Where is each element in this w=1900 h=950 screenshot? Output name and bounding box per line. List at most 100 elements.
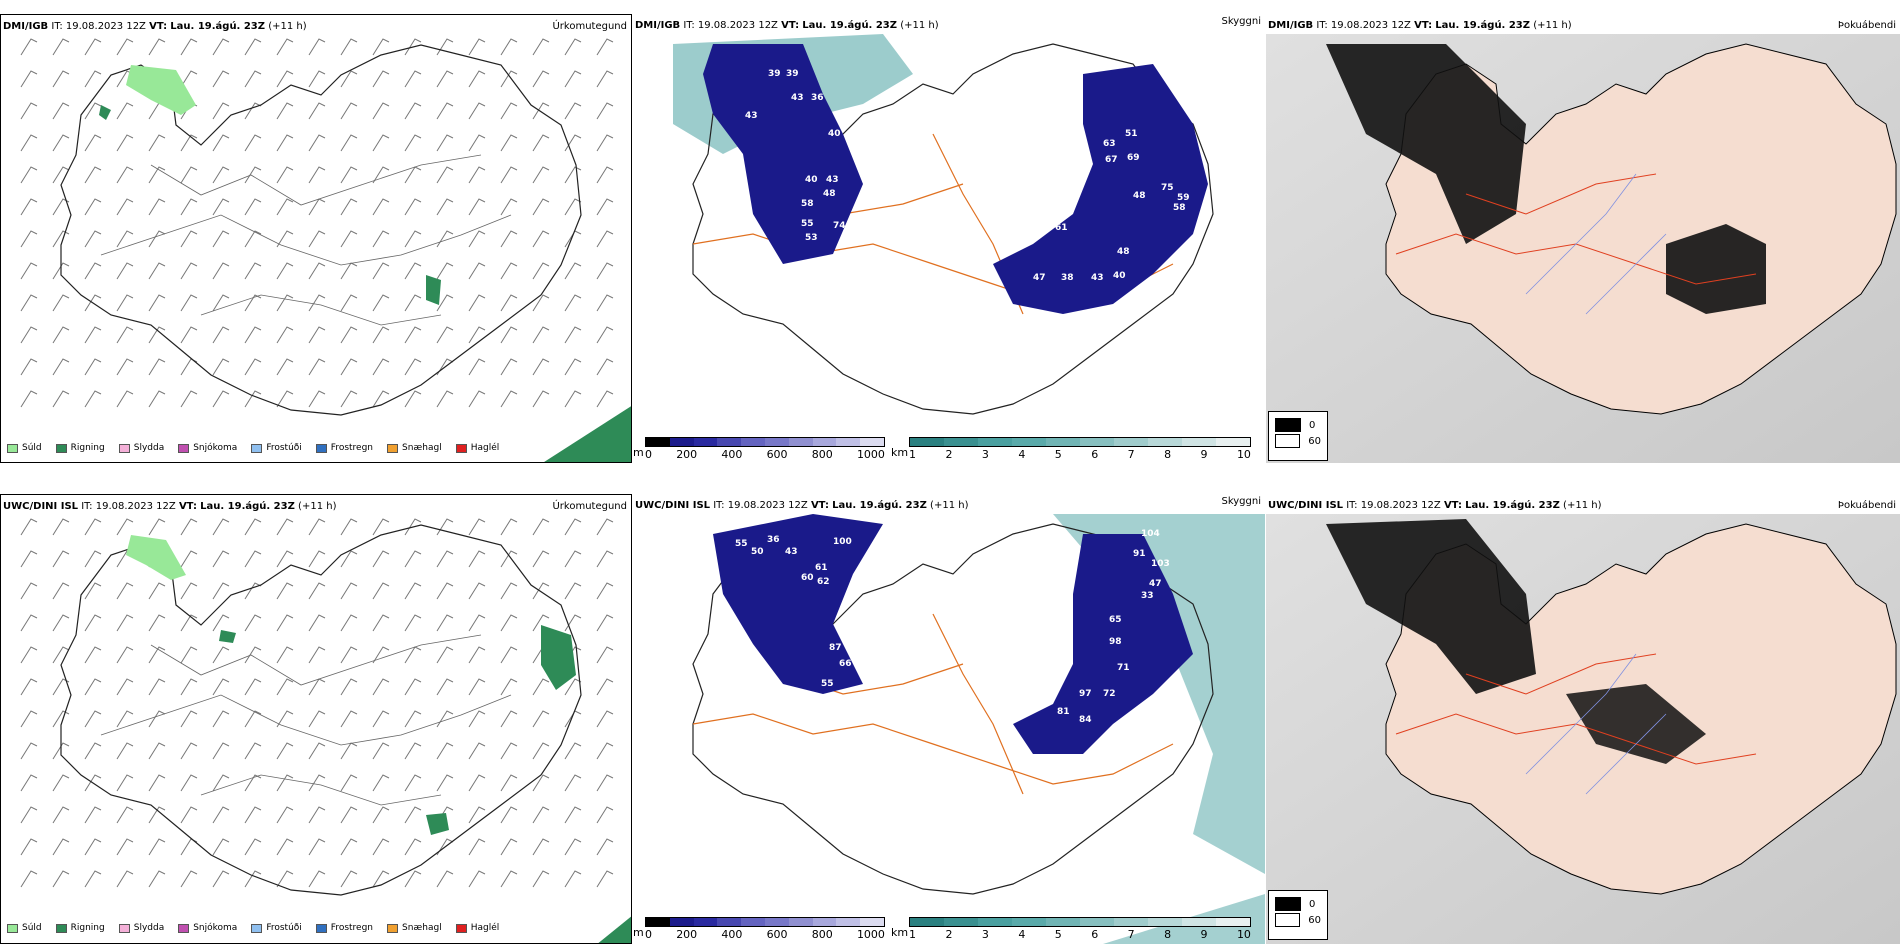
- wind-barb: [52, 870, 70, 888]
- wind-barb: [404, 390, 422, 408]
- fog-swatch: [1275, 418, 1301, 432]
- visibility-value-label: 67: [1105, 155, 1118, 165]
- wind-barb: [148, 390, 166, 408]
- wind-barb: [436, 262, 454, 280]
- visibility-value-label: 98: [1109, 637, 1122, 647]
- wind-barb: [180, 614, 198, 632]
- vt-value: Lau. 19.ágú. 23Z: [832, 500, 927, 511]
- wind-barb: [532, 230, 550, 248]
- wind-barb: [404, 198, 422, 216]
- wind-barb: [308, 166, 326, 184]
- wind-barb: [180, 198, 198, 216]
- wind-barb: [340, 166, 358, 184]
- legend-item-1: Rigning: [55, 923, 105, 933]
- wind-barb: [436, 678, 454, 696]
- wind-barb: [148, 38, 166, 56]
- wind-barb: [244, 326, 262, 344]
- colorbar-cell: [944, 438, 978, 446]
- wind-barb: [340, 358, 358, 376]
- visibility-value-label: 61: [1055, 223, 1068, 233]
- wind-barb: [500, 710, 518, 728]
- lead-time: (+11 h): [930, 500, 969, 511]
- wind-barb: [596, 806, 614, 824]
- panel-header: UWC/DINI ISL IT: 19.08.2023 12Z VT: Lau.…: [3, 501, 336, 512]
- visibility-value-label: 66: [839, 659, 852, 669]
- legend-label: Slydda: [133, 923, 165, 933]
- wind-barb: [468, 358, 486, 376]
- wind-barb: [372, 550, 390, 568]
- wind-barb: [148, 134, 166, 152]
- wind-barb: [340, 646, 358, 664]
- vt-value: Lau. 19.ágú. 23Z: [200, 501, 295, 512]
- colorbar-tick: 400: [721, 928, 743, 941]
- legend-item-5: Frostregn: [315, 443, 373, 453]
- vt-label: VT:: [781, 20, 800, 31]
- wind-barb: [276, 870, 294, 888]
- wind-barb: [308, 710, 326, 728]
- colorbar-tick: 400: [721, 448, 743, 461]
- wind-barb: [596, 390, 614, 408]
- visibility-value-label: 43: [785, 547, 798, 557]
- wind-barb: [20, 134, 38, 152]
- legend-item-6: Snæhagl: [387, 923, 442, 933]
- wind-barb: [116, 326, 134, 344]
- visibility-value-label: 64: [1043, 689, 1056, 699]
- wind-barb: [564, 870, 582, 888]
- wind-barb: [244, 550, 262, 568]
- wind-barb: [20, 742, 38, 760]
- wind-barb: [468, 262, 486, 280]
- colorbar-cell: [836, 918, 861, 926]
- colorbar-tick: 1: [909, 448, 916, 461]
- colorbar-tick: 3: [981, 448, 989, 461]
- wind-barb: [564, 198, 582, 216]
- wind-barb: [468, 102, 486, 120]
- visibility-km-colorbar: 1 2 3 4 5 6 7 8 9 10: [909, 917, 1251, 941]
- wind-barb: [372, 646, 390, 664]
- visibility-title: Skyggni: [1221, 496, 1261, 507]
- wind-barb: [276, 166, 294, 184]
- sea-rain-area: [544, 406, 631, 462]
- colorbar-cell: [1080, 438, 1114, 446]
- colorbar-cell: [860, 918, 884, 926]
- colorbar-cell: [978, 918, 1012, 926]
- wind-barb: [532, 614, 550, 632]
- wind-barb: [84, 166, 102, 184]
- wind-barb: [20, 806, 38, 824]
- legend-swatch: [7, 443, 18, 453]
- fog-swatch: [1275, 434, 1301, 448]
- m-colorbar-bar: [645, 917, 885, 927]
- wind-barb: [404, 518, 422, 536]
- visibility-labels: 39 39 43 36 43 40 40 43 48 60 58 55 53 74 66 19 63 51 67 69…: [745, 69, 1190, 347]
- wind-barb: [468, 678, 486, 696]
- wind-barb: [596, 230, 614, 248]
- visibility-value-label: 87: [829, 643, 842, 653]
- wind-barb: [596, 646, 614, 664]
- legend-swatch: [387, 443, 399, 453]
- wind-barb: [180, 70, 198, 88]
- wind-barb: [212, 38, 230, 56]
- wind-barb: [340, 134, 358, 152]
- visibility-km-colorbar: 1 2 3 4 5 6 7 8 9 10: [909, 437, 1251, 461]
- wind-barb: [532, 390, 550, 408]
- wind-barb: [372, 774, 390, 792]
- wind-barb: [116, 838, 134, 856]
- roads: [100, 154, 512, 326]
- dense-fog-nw: [713, 514, 883, 694]
- wind-barb: [532, 38, 550, 56]
- wind-barb: [404, 102, 422, 120]
- wind-barb: [372, 870, 390, 888]
- wind-barb: [596, 326, 614, 344]
- wind-barb: [340, 230, 358, 248]
- wind-barb: [180, 326, 198, 344]
- visibility-value-label: 97: [1079, 689, 1092, 699]
- wind-barb: [596, 262, 614, 280]
- colorbar-tick: 8: [1164, 448, 1172, 461]
- colorbar-cell: [741, 918, 765, 926]
- wind-barb: [404, 614, 422, 632]
- wind-barb: [180, 230, 198, 248]
- colorbar-cell: [1012, 918, 1046, 926]
- wind-barb: [340, 198, 358, 216]
- wind-barb: [148, 614, 166, 632]
- wind-barb: [244, 70, 262, 88]
